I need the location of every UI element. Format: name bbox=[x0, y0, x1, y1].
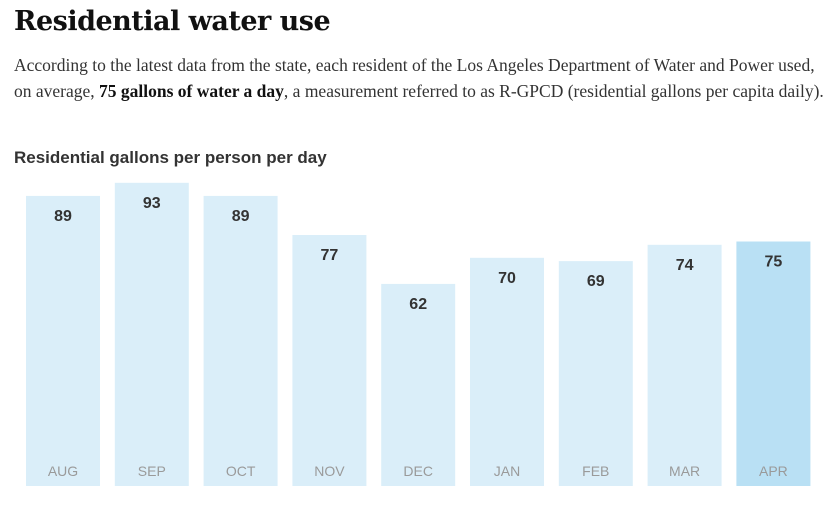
description-text: According to the latest data from the st… bbox=[14, 52, 826, 104]
category-label-nov: NOV bbox=[314, 463, 345, 479]
value-label-nov: 77 bbox=[321, 247, 339, 264]
category-label-sep: SEP bbox=[138, 463, 166, 479]
bar-nov bbox=[292, 235, 367, 486]
value-label-feb: 69 bbox=[587, 273, 605, 290]
value-label-mar: 74 bbox=[676, 257, 694, 274]
page-title: Residential water use bbox=[14, 6, 331, 37]
category-label-jan: JAN bbox=[494, 463, 520, 479]
description-highlight: 75 gallons of water a day bbox=[99, 81, 284, 101]
bar-oct bbox=[203, 195, 278, 486]
category-label-dec: DEC bbox=[403, 463, 433, 479]
category-label-aug: AUG bbox=[48, 463, 78, 479]
bar-dec bbox=[381, 283, 456, 486]
value-label-sep: 93 bbox=[143, 195, 161, 212]
category-label-oct: OCT bbox=[226, 463, 256, 479]
value-label-aug: 89 bbox=[54, 208, 72, 225]
category-label-feb: FEB bbox=[582, 463, 609, 479]
bar-jan bbox=[470, 257, 544, 486]
bar-mar bbox=[647, 244, 722, 486]
description-text-end: , a measurement referred to as R-GPCD (r… bbox=[283, 81, 824, 101]
bar-sep bbox=[114, 182, 189, 487]
chart-title: Residential gallons per person per day bbox=[14, 148, 327, 167]
value-label-dec: 62 bbox=[409, 296, 427, 313]
category-label-mar: MAR bbox=[669, 463, 700, 479]
bar-feb bbox=[558, 261, 633, 486]
value-label-jan: 70 bbox=[498, 270, 516, 287]
value-label-apr: 75 bbox=[765, 254, 783, 271]
bar-apr bbox=[736, 241, 811, 486]
category-label-apr: APR bbox=[759, 463, 788, 479]
value-label-oct: 89 bbox=[232, 208, 250, 225]
description-text-start: According to the latest data from the st… bbox=[14, 55, 815, 101]
bar-aug bbox=[26, 195, 100, 486]
